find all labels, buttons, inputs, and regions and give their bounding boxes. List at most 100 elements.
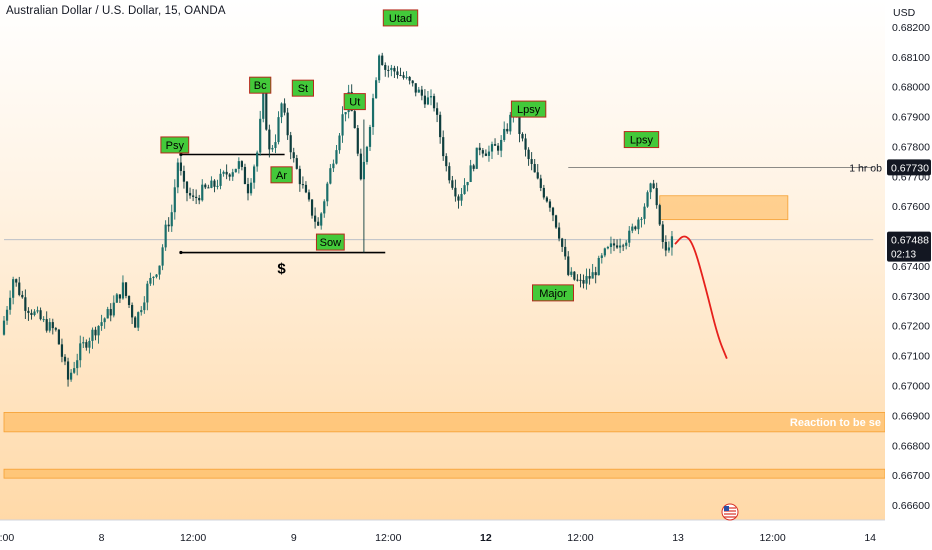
- candle-down: [582, 280, 585, 284]
- candle-down: [521, 133, 524, 139]
- candle-down: [66, 361, 70, 380]
- candle-up: [463, 185, 466, 195]
- candle-up: [237, 161, 240, 169]
- candle-down: [393, 67, 396, 72]
- line-anchor-dot: [179, 152, 183, 157]
- candle-up: [378, 55, 381, 81]
- zone-box: [3, 468, 886, 479]
- candle-down: [448, 166, 451, 181]
- candle-up: [152, 276, 155, 279]
- wyckoff-label-box[interactable]: [343, 93, 366, 111]
- candle-down: [432, 96, 436, 109]
- candle-down: [506, 128, 509, 132]
- candle-up: [323, 201, 326, 214]
- wyckoff-label-box[interactable]: [532, 284, 574, 302]
- price-tick-label: 0.68200: [892, 22, 930, 34]
- candle-up: [274, 142, 277, 148]
- candle-down: [45, 319, 48, 331]
- candle-down: [497, 145, 500, 151]
- candle-up: [368, 126, 372, 147]
- candle-down: [94, 329, 97, 336]
- wyckoff-label-box[interactable]: [623, 131, 660, 149]
- wyckoff-label-box[interactable]: [291, 79, 314, 97]
- price-tick-label: 0.66900: [892, 410, 930, 422]
- candle-up: [112, 302, 115, 316]
- candle-down: [314, 215, 317, 222]
- candle-down: [518, 114, 521, 134]
- candle-down: [402, 75, 405, 78]
- candle-up: [140, 310, 143, 313]
- time-tick-label: 9: [291, 532, 297, 544]
- wyckoff-label: St: [298, 83, 308, 95]
- candle-down: [198, 197, 201, 201]
- candle-down: [63, 356, 67, 362]
- wyckoff-label-box[interactable]: [315, 233, 345, 251]
- candle-up: [426, 97, 430, 105]
- candle-down: [195, 196, 198, 198]
- price-tick-label: 0.67300: [892, 291, 930, 303]
- candle-down: [658, 205, 661, 225]
- candle-up: [341, 114, 344, 136]
- candle-down: [527, 149, 530, 160]
- candle-up: [79, 343, 82, 361]
- price-tick-label: 0.67600: [892, 201, 930, 213]
- candle-up: [121, 282, 125, 299]
- candle-up: [460, 194, 463, 201]
- candle-up: [173, 187, 176, 213]
- candle-down: [588, 276, 591, 279]
- candle-down: [481, 150, 484, 154]
- candle-up: [625, 242, 628, 246]
- candle-up: [259, 118, 262, 153]
- candle-down: [246, 184, 250, 194]
- candle-up: [234, 168, 237, 173]
- candle-up: [210, 180, 213, 188]
- candle-up: [100, 322, 103, 326]
- candle-down: [268, 129, 271, 150]
- wyckoff-label-box[interactable]: [249, 76, 272, 94]
- candle-down: [576, 279, 579, 281]
- candle-up: [231, 172, 234, 177]
- candle-down: [292, 152, 295, 159]
- wyckoff-label-box[interactable]: [160, 136, 190, 154]
- wyckoff-label-box[interactable]: [382, 9, 419, 27]
- candle-down: [533, 163, 536, 173]
- candle-down: [21, 294, 24, 298]
- time-tick-label: 12:00: [759, 532, 785, 544]
- candle-down: [408, 76, 411, 81]
- wyckoff-label-box[interactable]: [270, 166, 293, 184]
- time-tick-label: 13: [672, 532, 684, 544]
- candle-down: [265, 89, 268, 130]
- candle-up: [219, 173, 222, 186]
- candle-down: [85, 342, 88, 348]
- candle-down: [356, 128, 359, 154]
- candle-up: [466, 181, 469, 186]
- candle-up: [170, 212, 173, 227]
- candle-up: [76, 360, 79, 369]
- price-badge-countdown: 02:13: [891, 250, 916, 261]
- candle-up: [70, 372, 73, 380]
- zone-box: [3, 412, 886, 433]
- candle-up: [509, 114, 512, 132]
- candle-up: [338, 135, 341, 151]
- candle-down: [411, 80, 414, 84]
- candle-up: [362, 161, 365, 180]
- candle-up: [646, 192, 649, 207]
- candle-down: [442, 137, 445, 157]
- candle-down: [213, 180, 216, 187]
- candle-up: [146, 283, 149, 303]
- price-tick-label: 0.68000: [892, 82, 930, 94]
- candle-up: [475, 147, 478, 169]
- candle-up: [280, 103, 283, 118]
- zone-label: Reaction to be se: [790, 417, 881, 429]
- wyckoff-label: Sow: [320, 237, 341, 249]
- candle-up: [249, 182, 253, 194]
- candle-down: [567, 256, 570, 275]
- candle-down: [594, 272, 597, 276]
- price-tick-label: 0.67100: [892, 351, 930, 363]
- candle-down: [39, 310, 42, 320]
- candle-down: [179, 162, 182, 171]
- price-tick-label: 0.67800: [892, 141, 930, 153]
- wyckoff-label-box[interactable]: [510, 100, 547, 118]
- candle-down: [57, 329, 60, 345]
